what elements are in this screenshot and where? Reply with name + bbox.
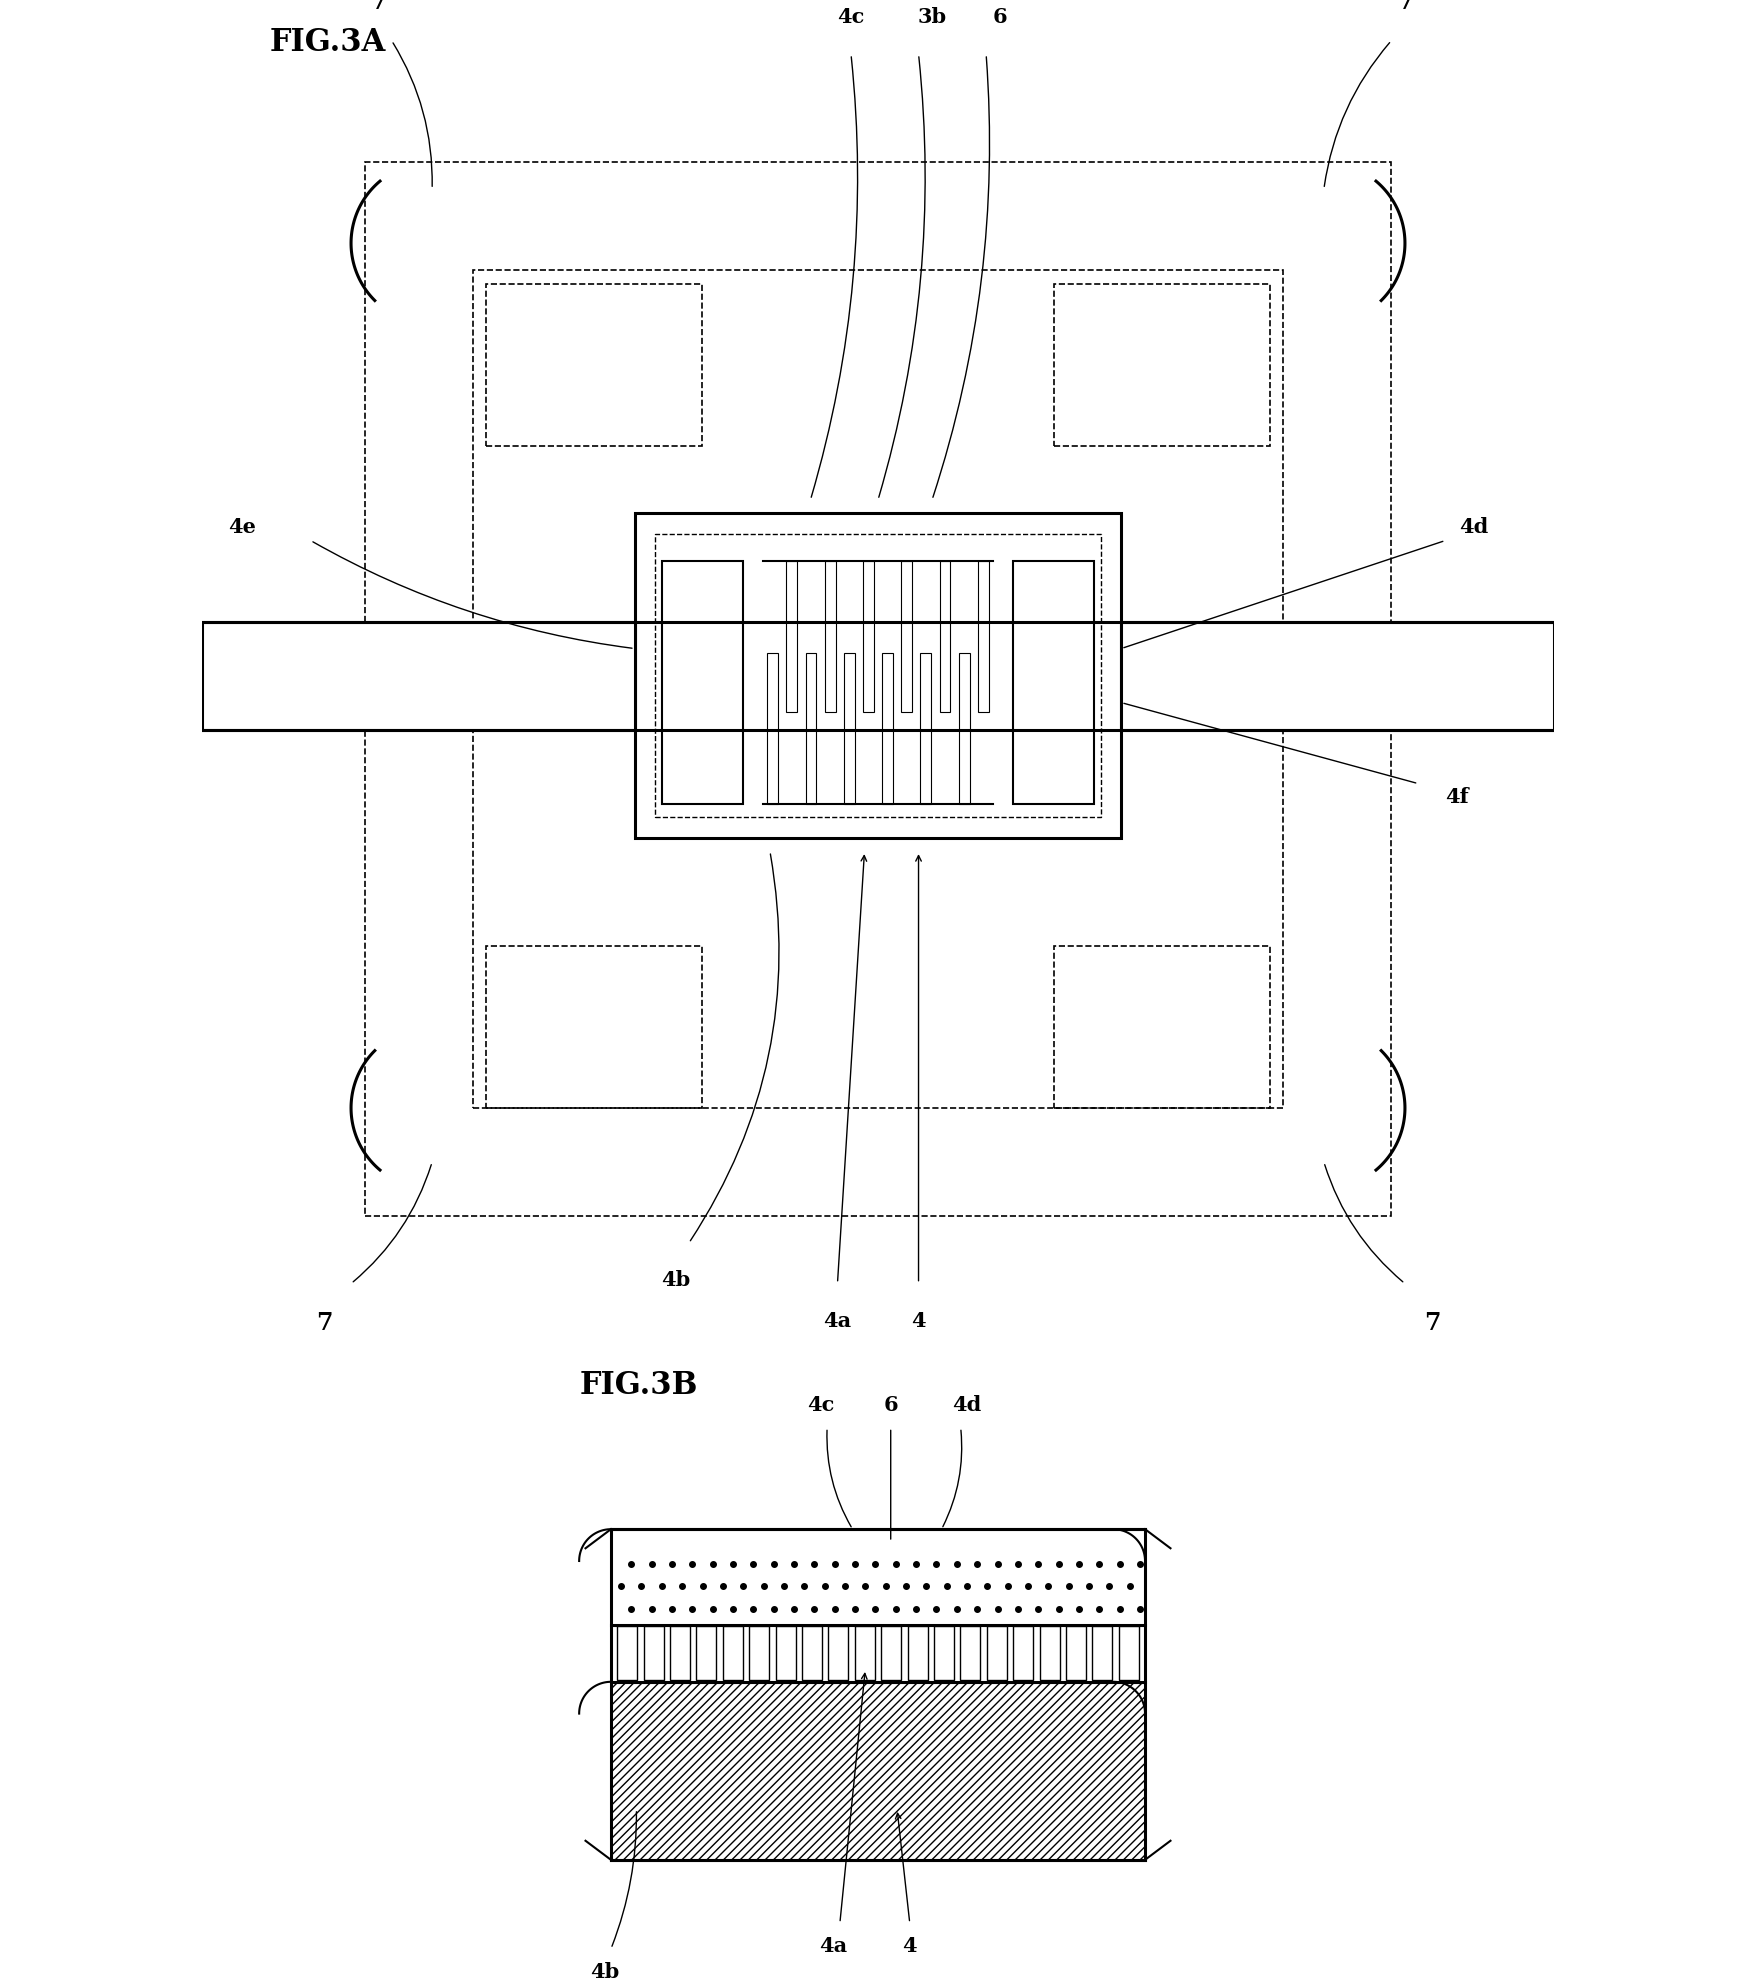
Text: 6: 6 [883,1395,897,1415]
Text: 7: 7 [316,1311,332,1335]
Text: 4e: 4e [228,517,256,536]
Text: 4c: 4c [807,1395,834,1415]
Bar [958,654,969,805]
Bar [767,654,777,805]
Bar [1053,946,1269,1109]
Bar [1121,622,1553,729]
Bar [611,1625,1144,1681]
Bar [1039,1625,1058,1681]
Text: 4b: 4b [590,1961,620,1981]
Text: 4f: 4f [1444,787,1469,807]
Text: 4d: 4d [1458,517,1488,536]
Bar [697,1625,716,1681]
Bar [776,1625,795,1681]
Bar [202,622,634,729]
Bar [486,946,702,1109]
Bar [802,1625,821,1681]
Bar [644,1625,663,1681]
Bar [655,535,1100,817]
Text: 4d: 4d [951,1395,981,1415]
Text: 4: 4 [902,1935,916,1955]
Bar [828,1625,848,1681]
Bar [786,560,797,711]
Text: 6: 6 [992,8,1006,28]
Bar [844,654,855,805]
Bar [611,1681,1144,1860]
Bar [1092,1625,1111,1681]
Bar [806,654,816,805]
Bar [920,654,930,805]
Bar [365,163,1390,1216]
Bar [881,1625,900,1681]
Text: 4a: 4a [823,1311,851,1331]
Bar [881,654,893,805]
Text: 4a: 4a [820,1935,848,1955]
Text: 4: 4 [911,1311,925,1331]
Bar [862,560,874,711]
Bar [939,560,949,711]
Bar [855,1625,874,1681]
Text: 7: 7 [370,0,386,14]
Bar [611,1530,1144,1625]
Bar [934,1625,953,1681]
Bar [978,560,988,711]
Bar [662,560,742,805]
Bar [907,1625,927,1681]
Bar [1118,1625,1137,1681]
Bar [749,1625,769,1681]
Bar [634,513,1121,839]
Bar [1013,560,1093,805]
Bar [900,560,911,711]
Text: 4b: 4b [660,1270,690,1290]
Text: FIG.3A: FIG.3A [270,28,386,58]
Bar [472,270,1283,1109]
Text: 3b: 3b [916,8,946,28]
Text: 4c: 4c [837,8,863,28]
Bar [986,1625,1006,1681]
Bar [618,1625,637,1681]
Bar [670,1625,690,1681]
Bar [825,560,835,711]
Bar [723,1625,742,1681]
Bar [1065,1625,1085,1681]
Bar [486,284,702,445]
Text: 7: 7 [1423,1311,1439,1335]
Bar [960,1625,979,1681]
Bar [1053,284,1269,445]
Text: FIG.3B: FIG.3B [579,1371,697,1401]
Bar [1013,1625,1032,1681]
Text: 7: 7 [1395,0,1413,14]
